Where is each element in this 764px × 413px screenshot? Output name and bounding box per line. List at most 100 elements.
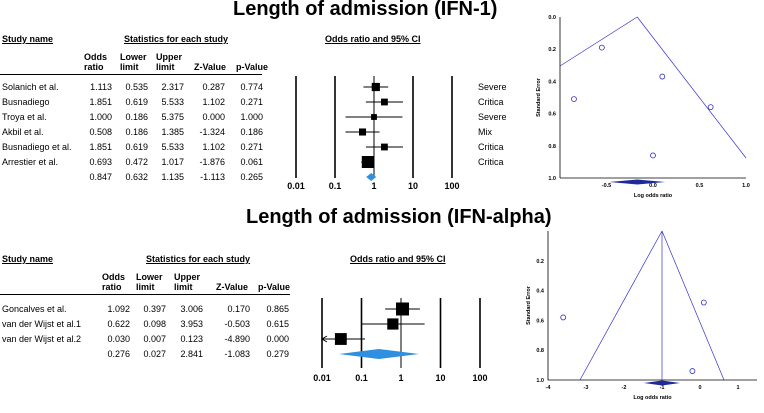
y-tick-label: 0.4 bbox=[536, 289, 545, 295]
header-stats-group-2: Statistics for each study bbox=[146, 254, 251, 264]
study-point-marker bbox=[358, 128, 367, 136]
header-z-value: Z-Value bbox=[194, 62, 227, 72]
severity-note-cell: Critica bbox=[478, 157, 504, 167]
upper-limit-cell: 3.006 bbox=[180, 304, 203, 314]
study-point-marker bbox=[387, 318, 399, 330]
x-tick-label: 0.1 bbox=[329, 181, 342, 191]
severity-note-cell: Severe bbox=[478, 82, 507, 92]
header-lower-limit: Lower limit bbox=[120, 52, 147, 72]
z-value-cell: -0.503 bbox=[224, 319, 250, 329]
x-tick-label: 0 bbox=[698, 385, 701, 391]
title-ifn1: Length of admission (IFN-1) bbox=[233, 0, 498, 20]
upper-limit-cell: 5.375 bbox=[161, 112, 184, 122]
lower-limit-cell: 0.027 bbox=[143, 349, 166, 359]
study-name-cell: Solanich et al. bbox=[2, 82, 59, 92]
header-odds-ratio-2: Odds ratio bbox=[102, 272, 126, 292]
p-value-cell: 0.061 bbox=[240, 157, 263, 167]
y-tick-label: 0.0 bbox=[548, 15, 556, 21]
header-z-value-2: Z-Value bbox=[216, 282, 249, 292]
y-axis-label: Standard Error bbox=[526, 285, 532, 325]
p-value-cell: 0.279 bbox=[266, 349, 289, 359]
study-point-marker bbox=[361, 156, 374, 168]
x-tick-label: 0.01 bbox=[313, 373, 331, 383]
funnel-line-right bbox=[636, 16, 747, 159]
x-tick-label: 0.1 bbox=[355, 373, 368, 383]
header-upper-limit: Upper limit bbox=[156, 52, 183, 72]
severity-note-cell: Critica bbox=[478, 142, 504, 152]
study-point bbox=[707, 104, 714, 111]
x-tick-label: -0.5 bbox=[602, 183, 611, 189]
study-point bbox=[689, 368, 696, 374]
pooled-or-cell: 0.276 bbox=[107, 349, 130, 359]
z-value-cell: -1.083 bbox=[224, 349, 250, 359]
y-tick-label: 0.6 bbox=[548, 112, 556, 118]
odds-ratio-cell: 1.113 bbox=[90, 82, 112, 92]
y-tick-label: 0.4 bbox=[548, 79, 557, 85]
funnel-line-left bbox=[559, 16, 638, 67]
lower-limit-cell: 0.632 bbox=[125, 172, 148, 182]
header-study-name: Study name bbox=[2, 34, 54, 44]
x-tick-label: -3 bbox=[584, 385, 589, 391]
x-axis-label: Log odds ratio bbox=[634, 193, 673, 199]
study-name-cell: Goncalves et al. bbox=[2, 304, 67, 314]
upper-limit-cell: 5.533 bbox=[161, 97, 184, 107]
x-tick-label: 1 bbox=[736, 385, 739, 391]
odds-ratio-cell: 1.851 bbox=[89, 142, 112, 152]
lower-limit-cell: 0.619 bbox=[125, 142, 148, 152]
header-study-name-2: Study name bbox=[2, 254, 54, 264]
upper-limit-cell: 0.123 bbox=[180, 334, 203, 344]
header-stats-group: Statistics for each study bbox=[124, 34, 229, 44]
y-tick-label: 1.0 bbox=[548, 176, 556, 182]
study-name-cell: Arrestier et al. bbox=[2, 157, 59, 167]
z-value-cell: -1.324 bbox=[199, 127, 225, 137]
pooled-diamond bbox=[644, 380, 680, 386]
x-tick-label: 10 bbox=[435, 373, 445, 383]
x-tick-label: 1 bbox=[398, 373, 403, 383]
pooled-diamond bbox=[339, 349, 419, 359]
lower-limit-cell: 0.619 bbox=[125, 97, 148, 107]
pooled-or-cell: 0.847 bbox=[89, 172, 112, 182]
study-point-marker bbox=[371, 82, 380, 92]
upper-limit-cell: 1.017 bbox=[161, 157, 184, 167]
funnel-line-left bbox=[579, 230, 663, 381]
ci-arrow bbox=[321, 335, 328, 343]
p-value-cell: 1.000 bbox=[240, 112, 263, 122]
x-tick-label: 1.0 bbox=[742, 183, 750, 189]
study-name-cell: van der Wijst et al.1 bbox=[2, 319, 82, 329]
odds-ratio-cell: 1.851 bbox=[89, 97, 112, 107]
x-axis-label: Log odds ratio bbox=[633, 395, 672, 401]
z-value-cell: 0.000 bbox=[202, 112, 225, 122]
x-tick-label: -4 bbox=[546, 385, 552, 391]
x-tick-label: 0.0 bbox=[649, 183, 657, 189]
x-tick-label: 0.5 bbox=[696, 183, 704, 189]
upper-limit-cell: 1.385 bbox=[161, 127, 184, 137]
y-tick-label: 0.2 bbox=[548, 47, 556, 53]
z-value-cell: -1.113 bbox=[200, 172, 225, 182]
y-axis-label: Standard Error bbox=[536, 77, 542, 117]
severity-note-cell: Critica bbox=[478, 97, 504, 107]
p-value-cell: 0.000 bbox=[266, 334, 289, 344]
y-tick-label: 0.6 bbox=[536, 318, 544, 324]
p-value-cell: 0.271 bbox=[240, 97, 263, 107]
x-tick-label: 10 bbox=[408, 181, 418, 191]
p-value-cell: 0.865 bbox=[266, 304, 289, 314]
study-point-marker bbox=[381, 98, 388, 106]
upper-limit-cell: 5.533 bbox=[161, 142, 184, 152]
z-value-cell: 0.170 bbox=[227, 304, 250, 314]
study-name-cell: Busnadiego et al. bbox=[2, 142, 72, 152]
study-name-cell: Busnadiego bbox=[2, 97, 50, 107]
z-value-cell: 1.102 bbox=[202, 97, 225, 107]
study-point bbox=[571, 96, 577, 103]
p-value-cell: 0.265 bbox=[240, 172, 263, 182]
header-odds-ratio: Odds ratio bbox=[84, 52, 108, 72]
lower-limit-cell: 0.535 bbox=[125, 82, 148, 92]
header-p-value: p-Value bbox=[236, 62, 269, 72]
y-tick-label: 1.0 bbox=[536, 378, 544, 384]
z-value-cell: -4.890 bbox=[224, 334, 250, 344]
x-tick-label: -2 bbox=[622, 385, 627, 391]
p-value-cell: 0.186 bbox=[240, 127, 263, 137]
y-tick-label: 0.8 bbox=[536, 348, 544, 354]
study-name-cell: Akbil et al. bbox=[2, 127, 44, 137]
odds-ratio-cell: 0.030 bbox=[107, 334, 130, 344]
